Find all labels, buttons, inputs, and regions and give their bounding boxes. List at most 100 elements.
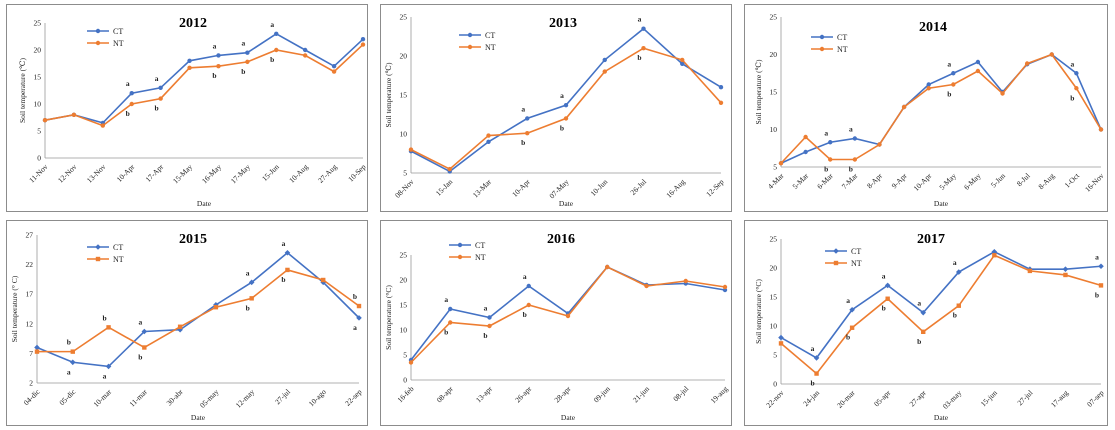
legend-marker-ct [95,28,101,34]
y-tick-label: 5 [773,163,777,172]
y-tick-label: 22 [26,260,34,269]
data-point-nt [249,296,254,301]
data-point-nt [408,147,414,152]
data-point-nt [100,123,106,128]
chart-title: 2015 [179,232,207,247]
significance-label-ct: a [953,258,957,267]
x-tick-label: 11-mar [127,387,149,409]
y-tick-label: 20 [34,46,42,55]
data-point-nt [1049,52,1054,57]
legend-label-nt: NT [837,45,848,54]
significance-label-ct: a [521,104,525,113]
data-point-nt [951,82,956,87]
data-point-nt [447,166,452,172]
x-tick-label: 15-jun [979,388,999,408]
data-point-nt [177,324,183,329]
x-tick-label: 9-Apr [890,171,909,190]
significance-label-nt: b [523,310,527,319]
chart-svg: 2016 0 5 10 15 20 25 16-feb 08-apr 13-apr 26-apr 28… [384,232,730,422]
series-line-nt [37,269,360,353]
significance-label-nt: b [126,109,130,118]
significance-label-nt: b [810,379,814,388]
significance-label-nt: b [246,303,250,312]
data-point-nt [778,161,784,166]
legend-label-nt: NT [475,253,486,262]
x-tick-label: 15-Jun [260,162,281,183]
chart-title: 2016 [547,232,575,247]
legend-marker-nt [457,254,463,260]
x-tick-label: 27-Aug [316,162,339,185]
y-tick-label: 15 [400,91,408,100]
legend-marker-ct [833,248,839,254]
x-tick-label: 5-Mar [791,171,811,191]
data-point-ct [331,64,337,69]
data-point-nt [921,329,926,334]
significance-label-nt: b [483,331,487,340]
data-point-nt [42,118,48,123]
data-point-nt [1024,61,1030,66]
significance-label-nt: b [212,71,216,80]
legend-label-ct: CT [851,247,861,256]
x-axis-label: Date [191,413,206,422]
significance-label-ct: a [811,344,815,353]
y-tick-label: 20 [400,52,408,61]
chart-panel-2012: 2012 0 5 10 15 20 25 11-Nov 12-Nov 13-Nov 10-Apr 17… [6,4,368,212]
data-point-ct [69,359,76,366]
data-point-nt [71,112,77,118]
y-tick-label: 0 [773,380,777,389]
data-point-ct [718,85,724,90]
data-point-nt [1098,127,1104,132]
data-point-ct [105,363,112,370]
chart-panel-2016: 2016 0 5 10 15 20 25 16-feb 08-apr 13-apr 26-apr 28… [380,220,732,426]
data-point-ct [951,71,956,76]
y-tick-label: 25 [770,235,778,244]
x-tick-label: 27-apr [908,388,929,409]
x-axis-label: Date [934,413,949,422]
y-tick-label: 20 [400,276,408,285]
chart-svg: 2017 0 5 10 15 20 25 22-nov 24-jan 20-mar 05-apr 27… [754,232,1106,422]
x-tick-label: 17-Apr [144,162,166,184]
data-point-ct [525,116,530,121]
significance-label-ct: a [270,20,274,29]
data-point-nt [814,371,819,376]
data-point-ct [302,47,308,53]
legend-label-ct: CT [837,33,847,42]
significance-label-ct: a [947,59,951,68]
data-point-nt [525,131,530,136]
x-tick-label: 13-Nov [85,162,108,185]
x-tick-label: 11-Nov [27,162,50,185]
legend-marker-ct [457,242,463,248]
x-tick-label: 27-jul [273,387,292,406]
legend-marker-nt [833,260,839,266]
significance-label-ct: a [213,41,217,50]
y-tick-label: 10 [34,100,42,109]
significance-label-ct: b [353,292,357,301]
x-tick-label: 12-Nov [56,162,79,185]
legend-label-nt: NT [851,259,862,268]
data-point-ct [955,269,962,275]
x-tick-label: 13-Mar [471,177,494,200]
chart-svg: 2012 0 5 10 15 20 25 11-Nov 12-Nov 13-Nov 10-Apr 17… [18,16,368,208]
data-point-nt [285,267,290,273]
significance-label-nt: b [882,304,886,313]
data-point-ct [920,309,927,316]
data-point-ct [926,82,931,87]
data-point-nt [602,69,607,74]
data-point-ct [177,326,183,333]
significance-label-nt: a [67,367,71,376]
x-axis-label: Date [561,413,576,422]
x-tick-label: 16-Aug [664,177,687,200]
data-point-ct [680,61,685,66]
data-point-nt [1027,268,1033,274]
data-point-nt [70,349,75,354]
series-line-ct [780,250,1102,359]
x-tick-label: 4-Mar [766,171,786,191]
x-tick-label: 10-Sep [346,162,368,184]
x-tick-label: 22-nov [764,388,786,410]
y-tick-label: 0 [403,376,407,385]
significance-label-nt: b [849,165,853,174]
chart-title: 2012 [179,16,207,31]
legend-marker-ct [467,32,473,38]
data-point-ct [563,102,569,108]
y-tick-label: 17 [26,290,34,299]
